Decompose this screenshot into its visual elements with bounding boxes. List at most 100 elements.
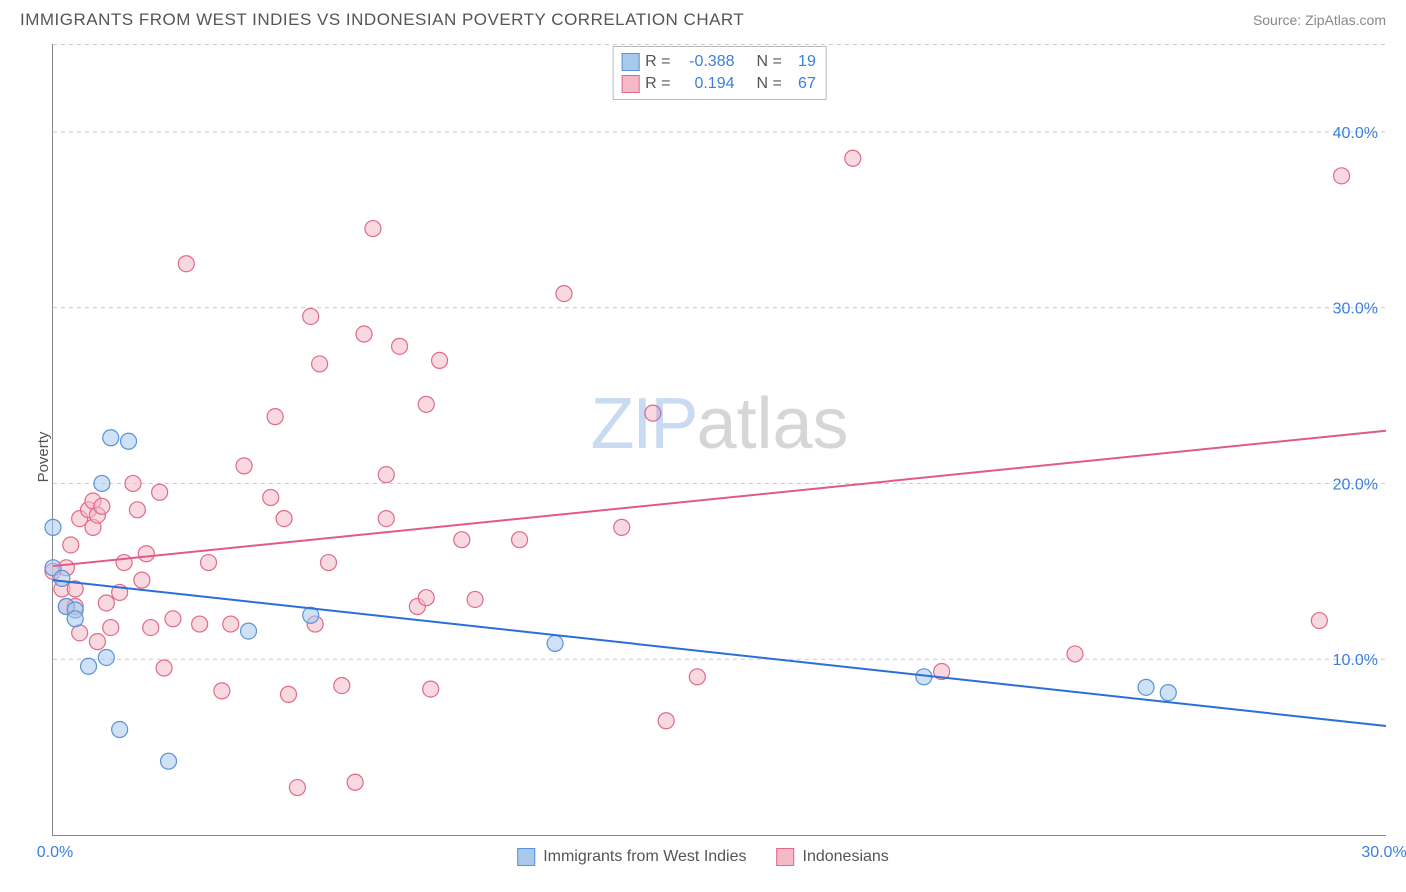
data-point [112, 722, 128, 738]
data-point [1160, 685, 1176, 701]
y-tick-label: 20.0% [1333, 476, 1378, 493]
data-point [614, 519, 630, 535]
plot-wrap: Poverty 10.0%20.0%30.0%40.0%0.0%30.0% ZI… [20, 44, 1386, 870]
data-point [556, 286, 572, 302]
plot-area: 10.0%20.0%30.0%40.0%0.0%30.0% ZIPatlas R… [52, 44, 1386, 836]
source-name: ZipAtlas.com [1305, 12, 1386, 28]
data-point [378, 511, 394, 527]
data-point [67, 611, 83, 627]
data-point [280, 686, 296, 702]
data-point [98, 649, 114, 665]
data-point [512, 532, 528, 548]
data-point [303, 308, 319, 324]
data-point [645, 405, 661, 421]
data-point [129, 502, 145, 518]
data-point [312, 356, 328, 372]
data-point [156, 660, 172, 676]
trend-line [53, 580, 1386, 726]
data-point [152, 484, 168, 500]
source-label: Source: [1253, 12, 1301, 28]
data-point [103, 620, 119, 636]
legend-label: Indonesians [803, 848, 889, 866]
data-point [267, 409, 283, 425]
data-point [214, 683, 230, 699]
data-point [454, 532, 470, 548]
data-point [121, 433, 137, 449]
data-point [45, 519, 61, 535]
data-point [81, 658, 97, 674]
data-point [547, 635, 563, 651]
data-point [89, 634, 105, 650]
data-point [356, 326, 372, 342]
data-point [392, 338, 408, 354]
r-value: 0.194 [677, 73, 735, 95]
data-point [103, 430, 119, 446]
data-point [347, 774, 363, 790]
chart-title: IMMIGRANTS FROM WEST INDIES VS INDONESIA… [20, 10, 744, 30]
data-point [54, 570, 70, 586]
data-point [178, 256, 194, 272]
legend-item: Indonesians [777, 848, 889, 866]
y-tick-label: 40.0% [1333, 125, 1378, 142]
data-point [94, 498, 110, 514]
y-axis-label: Poverty [35, 432, 52, 483]
x-tick-label: 30.0% [1361, 844, 1406, 861]
y-tick-label: 10.0% [1333, 652, 1378, 669]
title-bar: IMMIGRANTS FROM WEST INDIES VS INDONESIA… [0, 0, 1406, 34]
legend-row: R =-0.388N =19 [621, 51, 816, 73]
data-point [418, 590, 434, 606]
data-point [63, 537, 79, 553]
data-point [432, 352, 448, 368]
y-tick-label: 30.0% [1333, 301, 1378, 318]
data-point [289, 780, 305, 796]
data-point [98, 595, 114, 611]
data-point [418, 396, 434, 412]
legend-swatch [621, 75, 639, 93]
data-point [1334, 168, 1350, 184]
trend-line [53, 431, 1386, 566]
data-point [94, 475, 110, 491]
data-point [263, 490, 279, 506]
series-legend: Immigrants from West Indies Indonesians [517, 848, 889, 866]
data-point [116, 555, 132, 571]
data-point [334, 678, 350, 694]
data-point [276, 511, 292, 527]
data-point [143, 620, 159, 636]
data-point [467, 591, 483, 607]
data-point [134, 572, 150, 588]
source-attribution: Source: ZipAtlas.com [1253, 12, 1386, 28]
data-point [320, 555, 336, 571]
data-point [165, 611, 181, 627]
data-point [845, 150, 861, 166]
legend-item: Immigrants from West Indies [517, 848, 746, 866]
legend-row: R = 0.194 N = 67 [621, 73, 816, 95]
x-tick-label: 0.0% [37, 844, 73, 861]
data-point [689, 669, 705, 685]
data-point [236, 458, 252, 474]
data-point [201, 555, 217, 571]
data-point [423, 681, 439, 697]
r-label: R = [645, 73, 670, 95]
chart-svg: 10.0%20.0%30.0%40.0%0.0%30.0% [53, 44, 1386, 835]
n-label: N = [757, 73, 782, 95]
data-point [1138, 679, 1154, 695]
correlation-legend-box: R = -0.388 N = 19R = 0.194 N = 67 [612, 46, 827, 100]
n-label: N = [757, 51, 782, 73]
legend-swatch [621, 53, 639, 71]
data-point [161, 753, 177, 769]
data-point [1067, 646, 1083, 662]
data-point [365, 221, 381, 237]
data-point [138, 546, 154, 562]
r-value: -0.388 [677, 51, 735, 73]
data-point [658, 713, 674, 729]
data-point [1311, 613, 1327, 629]
data-point [378, 467, 394, 483]
legend-swatch [517, 848, 535, 866]
n-value: 19 [788, 51, 816, 73]
data-point [192, 616, 208, 632]
n-value: 67 [788, 73, 816, 95]
data-point [223, 616, 239, 632]
legend-swatch [777, 848, 795, 866]
legend-label: Immigrants from West Indies [543, 848, 746, 866]
data-point [125, 475, 141, 491]
